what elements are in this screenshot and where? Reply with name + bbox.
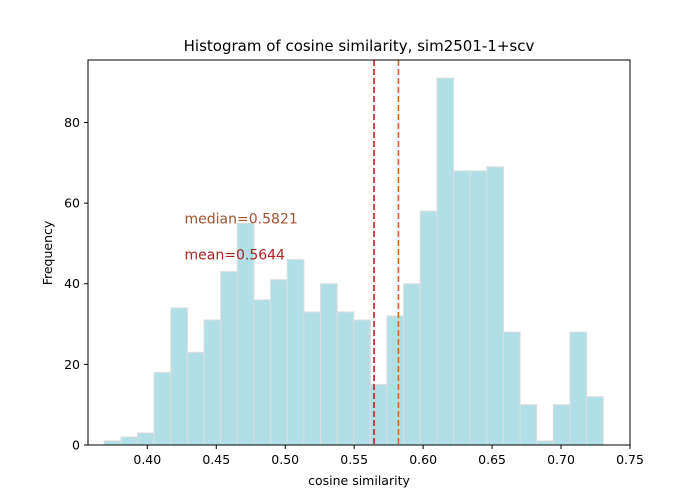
histogram-bar (253, 299, 272, 446)
histogram-bar (469, 170, 488, 446)
histogram-bar (153, 371, 172, 446)
histogram-bar (203, 319, 222, 446)
histogram-bar (403, 283, 421, 446)
y-axis: 0 20 40 60 80 (64, 115, 88, 453)
y-tick-label: 60 (64, 196, 80, 211)
histogram-bar (569, 331, 588, 446)
histogram-bar (186, 351, 205, 446)
median-annotation: median=0.5821 (185, 211, 298, 227)
histogram-bar (303, 311, 321, 446)
x-tick-label: 0.50 (271, 452, 299, 467)
y-tick-label: 80 (64, 115, 80, 130)
y-axis-label: Frequency (40, 220, 55, 285)
x-axis-label: cosine similarity (308, 473, 410, 488)
chart-title: Histogram of cosine similarity, sim2501-… (184, 37, 535, 55)
histogram-bar (369, 384, 388, 446)
histogram-bar (486, 166, 504, 446)
histogram-bar (220, 271, 238, 446)
histogram-bar (586, 396, 604, 446)
histogram-bar (336, 311, 355, 446)
x-tick-label: 0.70 (547, 452, 575, 467)
histogram-bar (137, 432, 155, 446)
histogram-bar (353, 319, 371, 446)
annotations: mean=0.5644 median=0.5821 (185, 211, 298, 263)
histogram-bar (502, 331, 521, 446)
x-tick-label: 0.60 (409, 452, 437, 467)
histogram-bar (552, 404, 571, 446)
histogram-bar (270, 279, 288, 446)
histogram-bar (436, 77, 455, 446)
bars-group (103, 77, 604, 446)
x-tick-label: 0.75 (616, 452, 644, 467)
x-tick-label: 0.65 (478, 452, 506, 467)
histogram-bar (319, 283, 338, 446)
histogram-bar (419, 210, 438, 446)
histogram-bar (519, 404, 538, 446)
x-tick-label: 0.55 (340, 452, 368, 467)
reference-lines (373, 60, 400, 445)
histogram-bar (386, 315, 405, 446)
y-tick-label: 0 (72, 438, 80, 453)
histogram-bar (120, 436, 139, 446)
x-axis: 0.40 0.45 0.50 0.55 0.60 0.65 0.70 0.75 (133, 445, 644, 467)
histogram-bar (286, 259, 305, 446)
histogram-bar (536, 440, 554, 446)
histogram-bar (453, 170, 471, 446)
x-tick-label: 0.40 (133, 452, 161, 467)
plot-frame (87, 59, 631, 446)
y-tick-label: 20 (64, 357, 80, 372)
histogram-bar (103, 440, 122, 446)
y-tick-label: 40 (64, 276, 80, 291)
x-tick-label: 0.45 (202, 452, 230, 467)
histogram-bar (170, 307, 188, 446)
mean-annotation: mean=0.5644 (185, 248, 286, 264)
